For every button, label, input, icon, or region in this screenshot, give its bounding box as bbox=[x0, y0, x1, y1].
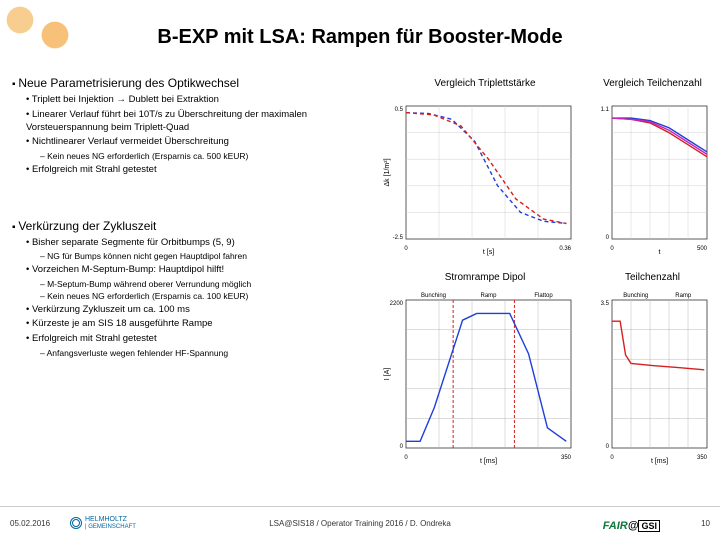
chart-teilchen2: t [ms] Bunching Ramp 0 350 0 3.5 bbox=[588, 286, 713, 466]
svg-text:t [ms]: t [ms] bbox=[480, 458, 497, 465]
svg-text:0: 0 bbox=[610, 246, 614, 252]
slide-title: B-EXP mit LSA: Rampen für Booster-Mode bbox=[0, 26, 720, 49]
svg-text:-2.5: -2.5 bbox=[393, 235, 404, 241]
section1-head: Neue Parametrisierung des Optikwechsel bbox=[12, 76, 362, 90]
svg-text:t [s]: t [s] bbox=[483, 249, 494, 256]
s2-b1a: NG für Bumps können nicht gegen Hauptdip… bbox=[40, 251, 362, 262]
fair-text: FAIR bbox=[603, 520, 628, 532]
s2-b3: Verkürzung Zykluszeit um ca. 100 ms bbox=[26, 304, 362, 317]
s1-b3: Nichtlinearer Verlauf vermeidet Überschr… bbox=[26, 136, 362, 149]
s2-b1: Bisher separate Segmente für Orbitbumps … bbox=[26, 237, 362, 250]
svg-text:Ramp: Ramp bbox=[675, 293, 692, 299]
svg-text:2200: 2200 bbox=[390, 301, 404, 307]
svg-text:Δk [1/m²]: Δk [1/m²] bbox=[384, 158, 391, 186]
s2-b2b: Kein neues NG erforderlich (Ersparnis ca… bbox=[40, 291, 362, 302]
chart2-title: Vergleich Teilchenzahl bbox=[595, 78, 710, 89]
svg-text:0: 0 bbox=[606, 235, 610, 241]
at-text: @ bbox=[628, 520, 639, 532]
svg-text:500: 500 bbox=[697, 246, 708, 252]
chart-dipol: t [ms] I [A] Bunching Ramp Flattop 0 350 0 2200 bbox=[382, 286, 577, 466]
s2-b2a: M-Septum-Bump während oberer Verrundung … bbox=[40, 279, 362, 290]
svg-text:350: 350 bbox=[561, 455, 572, 461]
svg-text:0.36: 0.36 bbox=[559, 246, 571, 252]
s2-b5: Erfolgreich mit Strahl getestet bbox=[26, 333, 362, 346]
svg-text:0: 0 bbox=[610, 455, 614, 461]
helmholtz-icon bbox=[70, 517, 82, 529]
svg-text:Bunching: Bunching bbox=[623, 293, 648, 299]
svg-text:t [ms]: t [ms] bbox=[651, 458, 668, 465]
svg-text:350: 350 bbox=[697, 455, 708, 461]
svg-text:Ramp: Ramp bbox=[480, 293, 497, 299]
helm-text2: | GEMEINSCHAFT bbox=[85, 524, 136, 530]
svg-text:0: 0 bbox=[400, 444, 404, 450]
fair-gsi-logo: FAIR@GSI bbox=[603, 520, 660, 532]
footer-date: 05.02.2016 bbox=[10, 519, 50, 528]
s2-b2: Vorzeichen M-Septum-Bump: Hauptdipol hil… bbox=[26, 264, 362, 277]
gsi-text: GSI bbox=[638, 520, 660, 532]
footer-page: 10 bbox=[701, 519, 710, 528]
svg-text:0.5: 0.5 bbox=[395, 107, 404, 113]
s1-b3a: Kein neues NG erforderlich (Ersparnis ca… bbox=[40, 151, 362, 162]
footer-mid: LSA@SIS18 / Operator Training 2016 / D. … bbox=[269, 519, 451, 528]
s1-b1: Triplett bei Injektion → Dublett bei Ext… bbox=[26, 94, 362, 107]
s2-b4: Kürzeste je am SIS 18 ausgeführte Rampe bbox=[26, 318, 362, 331]
svg-text:Bunching: Bunching bbox=[421, 293, 446, 299]
chart-triplett: t [s] Δk [1/m²] 0 0.36 -2.5 0.5 bbox=[382, 92, 577, 257]
chart-teilchen1: t 0 500 0 1.1 bbox=[588, 92, 713, 257]
helm-text: HELMHOLTZ bbox=[85, 516, 127, 523]
svg-text:0: 0 bbox=[404, 455, 408, 461]
svg-text:1.1: 1.1 bbox=[601, 107, 610, 113]
chart3-title: Stromrampe Dipol bbox=[410, 272, 560, 283]
chart1-title: Vergleich Triplettstärke bbox=[410, 78, 560, 89]
svg-text:I [A]: I [A] bbox=[384, 368, 391, 381]
content-block: Neue Parametrisierung des Optikwechsel T… bbox=[12, 76, 362, 360]
svg-text:0: 0 bbox=[404, 246, 408, 252]
svg-text:0: 0 bbox=[606, 444, 610, 450]
s1-b4: Erfolgreich mit Strahl getestet bbox=[26, 164, 362, 177]
s2-b5a: Anfangsverluste wegen fehlender HF-Spann… bbox=[40, 348, 362, 359]
svg-text:t: t bbox=[659, 249, 661, 256]
footer: 05.02.2016 HELMHOLTZ| GEMEINSCHAFT LSA@S… bbox=[0, 506, 720, 540]
s1-b2: Linearer Verlauf führt bei 10T/s zu Über… bbox=[26, 109, 362, 135]
svg-text:3.5: 3.5 bbox=[601, 301, 610, 307]
svg-text:Flattop: Flattop bbox=[534, 293, 553, 299]
chart4-title: Teilchenzahl bbox=[595, 272, 710, 283]
helmholtz-logo: HELMHOLTZ| GEMEINSCHAFT bbox=[70, 516, 136, 530]
section2-head: Verkürzung der Zykluszeit bbox=[12, 219, 362, 233]
